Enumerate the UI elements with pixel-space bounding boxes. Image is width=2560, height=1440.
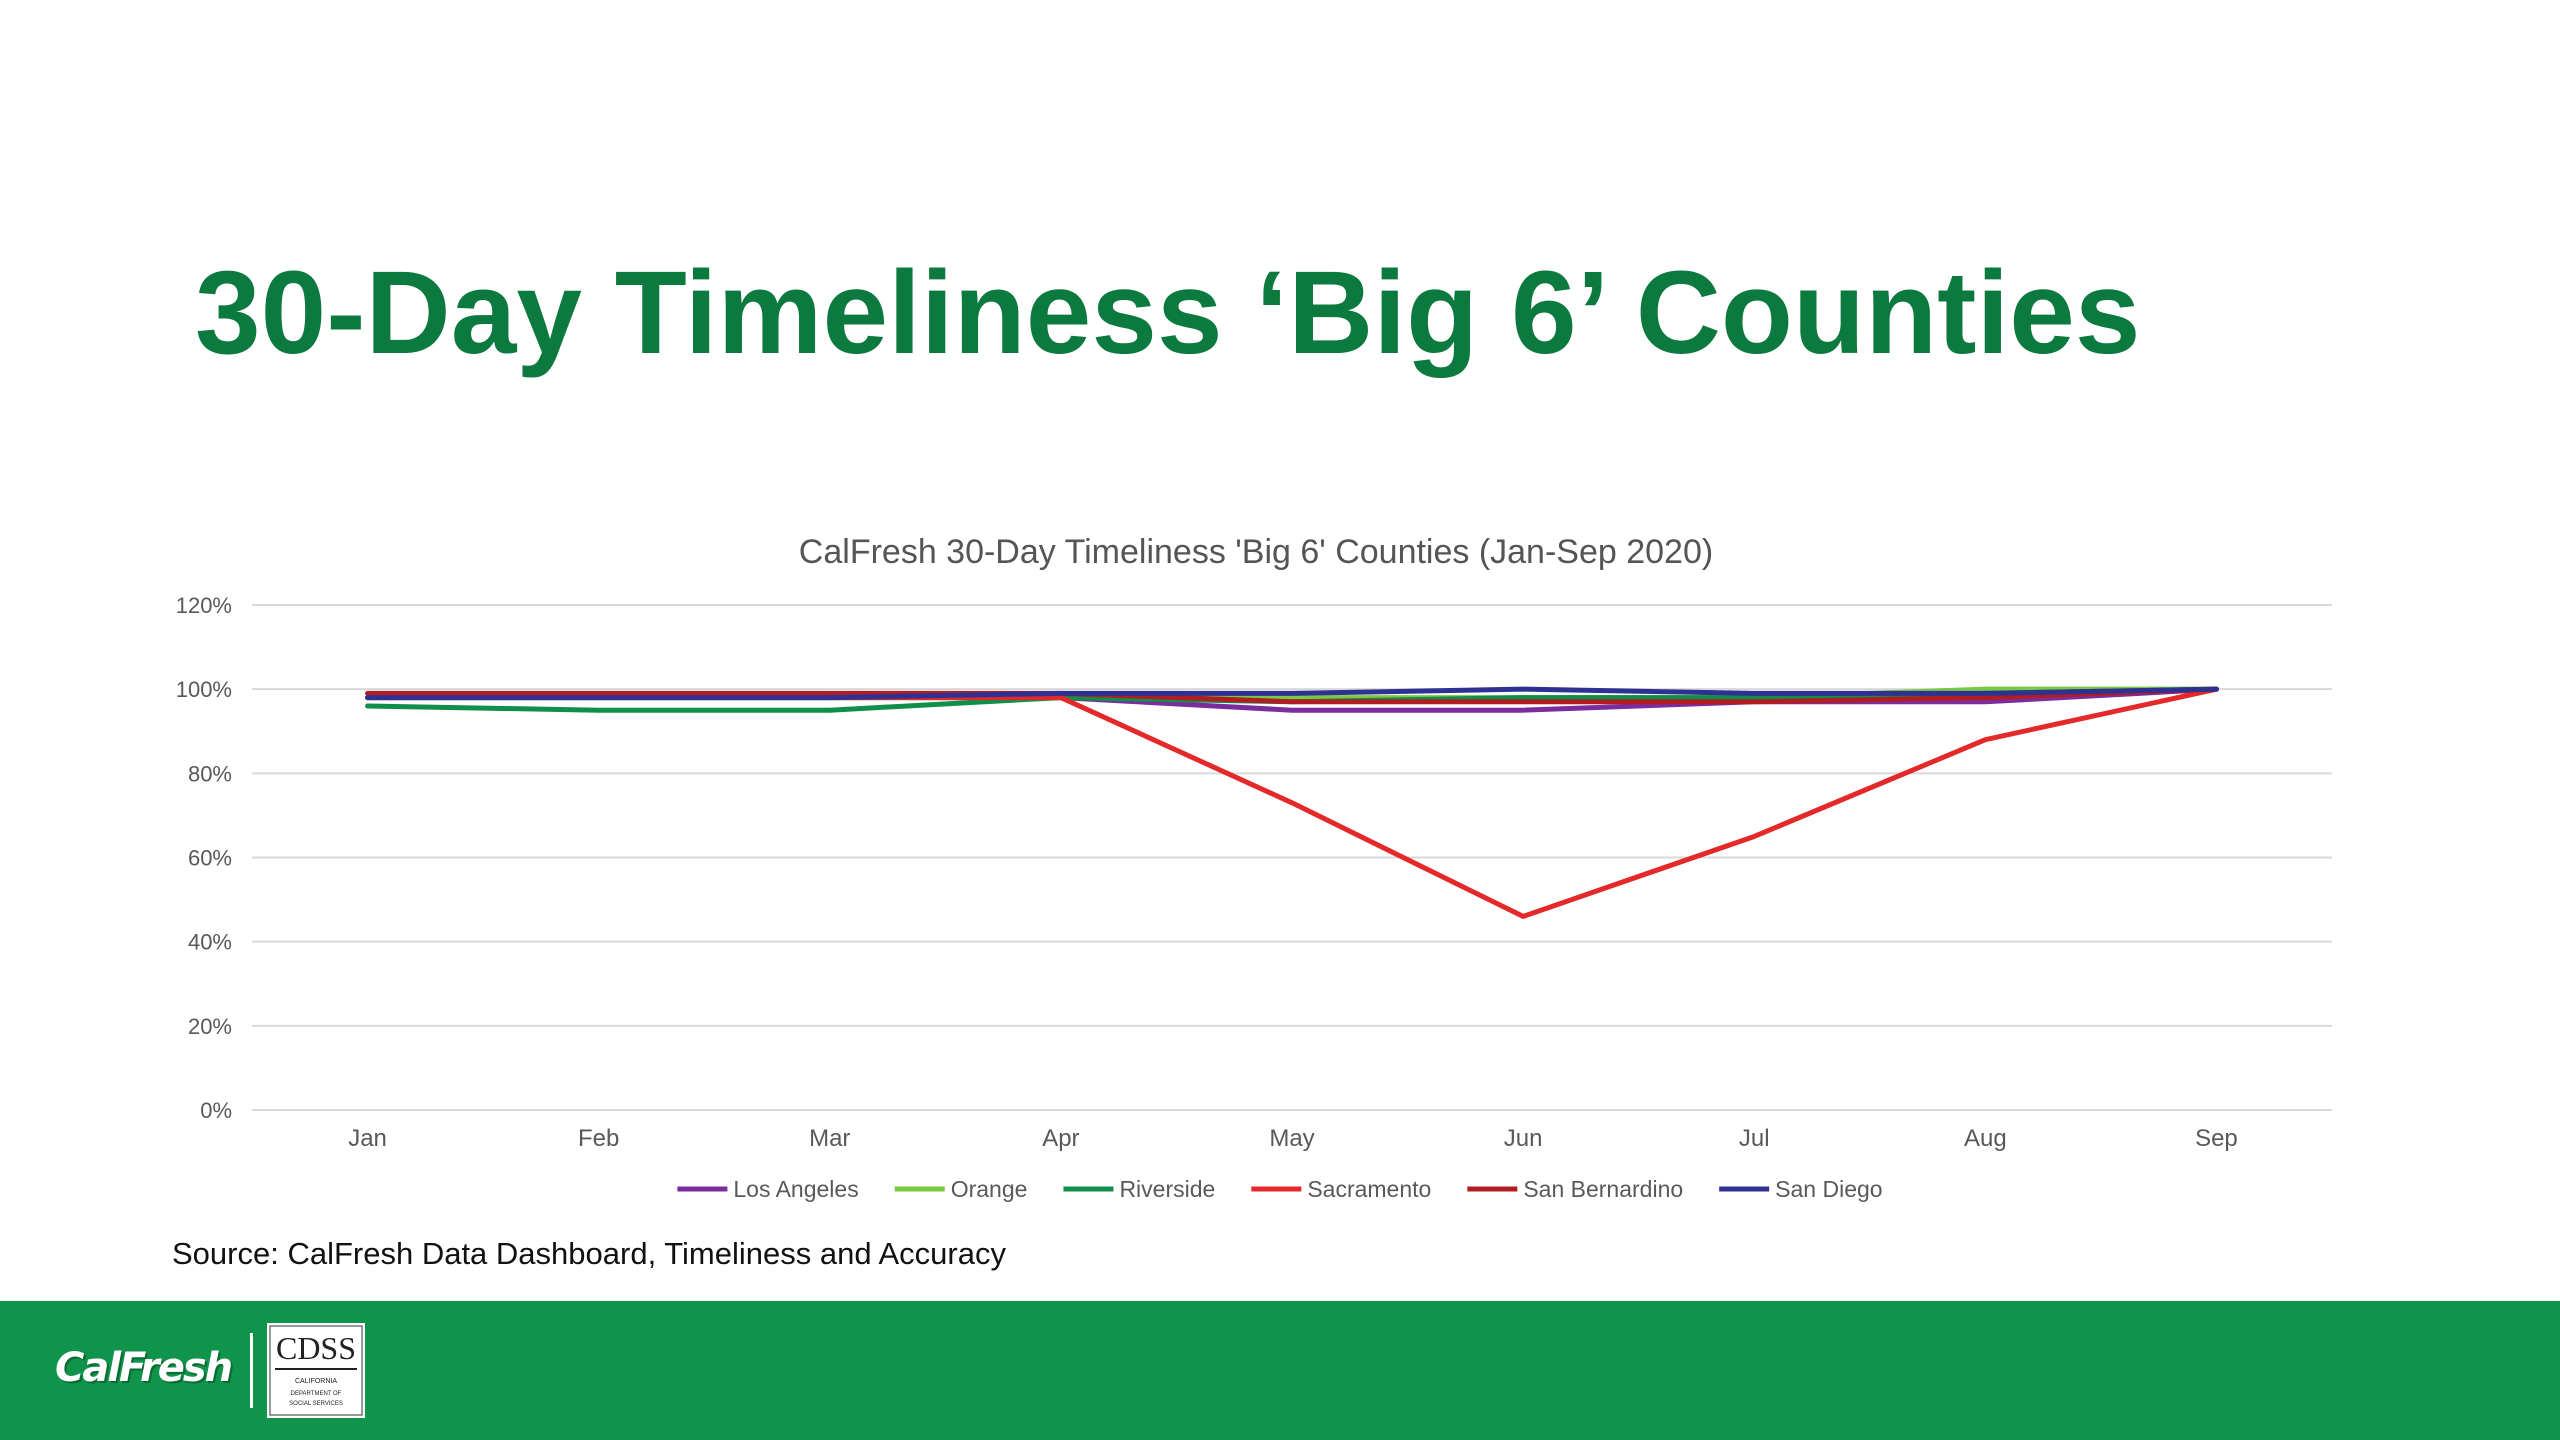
source-note: Source: CalFresh Data Dashboard, Timelin…	[172, 1236, 1006, 1271]
y-tick-label: 60%	[188, 846, 232, 871]
x-tick-label: Apr	[1042, 1125, 1079, 1152]
chart-title: CalFresh 30-Day Timeliness 'Big 6' Count…	[799, 533, 1713, 571]
cdss-logo-subtext-2: DEPARTMENT OF	[291, 1391, 342, 1397]
logo-divider	[250, 1333, 253, 1408]
legend-label-san-diego: San Diego	[1775, 1176, 1882, 1202]
series-line-san-diego	[365, 686, 2219, 701]
x-tick-label: May	[1269, 1125, 1314, 1152]
x-tick-label: Jan	[348, 1125, 387, 1152]
footer-bar: CalFresh CDSS CALIFORNIA DEPARTMENT OF S…	[0, 1301, 2560, 1440]
y-tick-label: 120%	[176, 593, 232, 618]
slide-title: 30-Day Timeliness ‘Big 6’ Counties	[195, 247, 2141, 379]
legend-label-sacramento: Sacramento	[1307, 1176, 1431, 1202]
gridlines	[252, 604, 2332, 1111]
x-tick-label: Sep	[2195, 1125, 2238, 1152]
y-tick-label: 80%	[188, 761, 232, 786]
footer-logos: CalFresh CDSS CALIFORNIA DEPARTMENT OF S…	[55, 1323, 395, 1418]
y-tick-label: 20%	[188, 1014, 232, 1039]
line-chart: CalFresh 30-Day Timeliness 'Big 6' Count…	[176, 533, 2332, 1202]
series-line-sacramento	[365, 686, 2219, 919]
y-axis-tick-labels: 0% 20% 40% 60% 80% 100% 120%	[176, 593, 232, 1123]
x-tick-label: Feb	[578, 1125, 619, 1152]
legend-label-riverside: Riverside	[1119, 1176, 1215, 1202]
cdss-logo-subtext-3: SOCIAL SERVICES	[289, 1401, 343, 1407]
cdss-logo-subtext: CALIFORNIA	[295, 1378, 337, 1385]
cdss-logo: CDSS CALIFORNIA DEPARTMENT OF SOCIAL SER…	[267, 1323, 365, 1418]
series-line-san-bernardino	[365, 686, 2219, 705]
cdss-logo-text: CDSS	[276, 1330, 356, 1366]
series-lines	[365, 686, 2219, 919]
x-tick-label: Aug	[1964, 1125, 2007, 1152]
legend-label-san-bernardino: San Bernardino	[1523, 1176, 1683, 1202]
legend-label-orange: Orange	[951, 1176, 1028, 1202]
legend-label-los-angeles: Los Angeles	[733, 1176, 858, 1202]
y-tick-label: 0%	[200, 1098, 232, 1123]
y-tick-label: 40%	[188, 930, 232, 955]
x-tick-label: Mar	[809, 1125, 850, 1152]
calfresh-logo: CalFresh	[55, 1345, 233, 1391]
y-tick-label: 100%	[176, 677, 232, 702]
x-axis-tick-labels: Jan Feb Mar Apr May Jun Jul Aug Sep	[348, 1125, 2238, 1152]
x-tick-label: Jul	[1739, 1125, 1770, 1152]
legend: Los Angeles Orange Riverside Sacramento San …	[677, 1176, 1883, 1202]
x-tick-label: Jun	[1504, 1125, 1543, 1152]
